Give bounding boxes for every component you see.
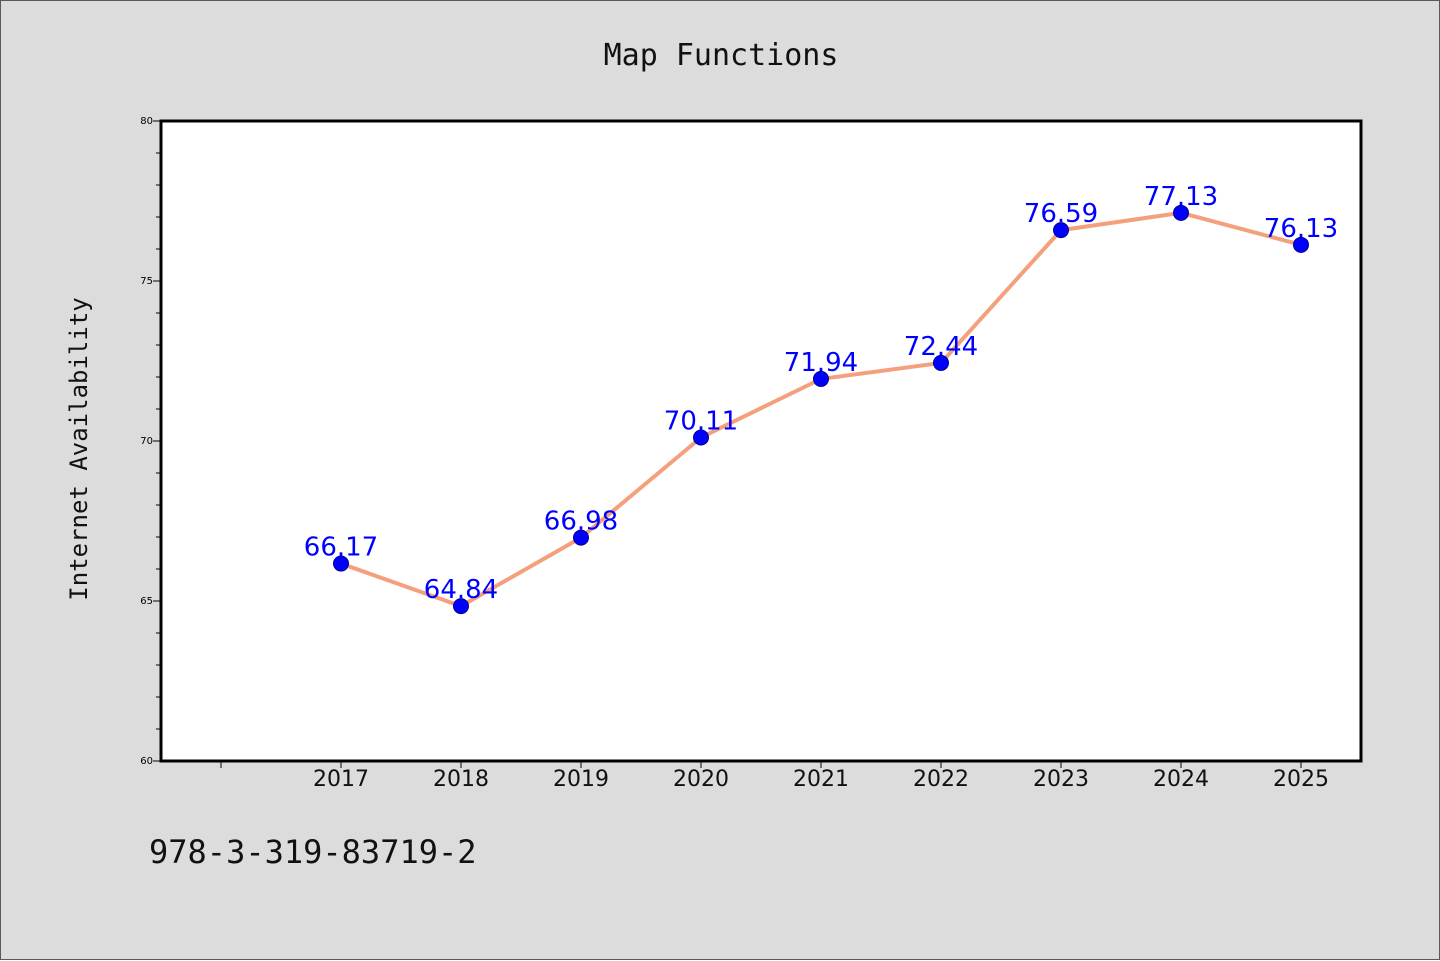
x-tick-label: 2023 xyxy=(1033,767,1089,792)
x-tick-label: 2017 xyxy=(313,767,369,792)
x-tick-label: 2018 xyxy=(433,767,489,792)
plot-area: 60 65 70 75 80 2017 2018 2019 2020 2021 2022 2023 20… xyxy=(140,116,1363,792)
y-axis-label: Internet Availability xyxy=(65,297,93,600)
x-tick-label: 2025 xyxy=(1273,767,1329,792)
data-point xyxy=(1053,222,1069,239)
x-tick-label: 2020 xyxy=(673,767,729,792)
data-point xyxy=(813,370,829,387)
y-tick-label: 75 xyxy=(140,276,153,287)
y-tick-label: 60 xyxy=(140,756,153,767)
series-line-segment xyxy=(699,376,823,440)
data-point xyxy=(1293,236,1309,253)
series-line-segment xyxy=(819,360,943,381)
data-point xyxy=(453,598,469,615)
plot-background xyxy=(161,121,1361,761)
data-point xyxy=(933,354,949,371)
data-point xyxy=(693,429,709,446)
y-tick-label: 65 xyxy=(140,596,153,607)
x-tick-label: 2019 xyxy=(553,767,609,792)
series-line-segment xyxy=(939,228,1063,365)
series-line-segment xyxy=(1059,210,1183,233)
x-tick-label: 2024 xyxy=(1153,767,1209,792)
y-tick-label: 80 xyxy=(140,116,153,127)
chart-title: Map Functions xyxy=(604,38,839,73)
axes-frame xyxy=(159,119,1363,763)
series-line-segment xyxy=(1179,210,1303,247)
isbn-footnote: 978-3-319-83719-2 xyxy=(149,833,477,871)
x-tick-label: 2022 xyxy=(913,767,969,792)
data-point xyxy=(333,555,349,572)
series-line-segment xyxy=(579,435,703,540)
data-point xyxy=(1173,204,1189,221)
x-tick-label: 2021 xyxy=(793,767,849,792)
y-tick-label: 70 xyxy=(140,436,153,447)
data-point xyxy=(573,529,589,546)
series-line-segment xyxy=(339,561,463,609)
series-line-segment xyxy=(459,535,583,609)
